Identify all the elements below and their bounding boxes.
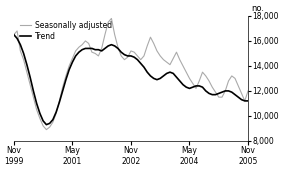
Seasonally adjusted (110, 17, 113, 19)
Trend (211, 94, 214, 96)
Seasonally adjusted (220, 96, 224, 98)
Trend (45, 124, 48, 126)
Seasonally adjusted (230, 75, 233, 77)
Trend (93, 49, 97, 51)
Seasonally adjusted (214, 91, 217, 93)
Seasonally adjusted (246, 90, 250, 92)
Trend (217, 92, 220, 94)
Trend (227, 90, 230, 92)
Seasonally adjusted (12, 34, 16, 36)
Trend (12, 34, 16, 36)
Seasonally adjusted (93, 52, 97, 54)
Text: no.: no. (251, 4, 264, 13)
Seasonally adjusted (45, 129, 48, 131)
Line: Seasonally adjusted: Seasonally adjusted (14, 18, 248, 130)
Seasonally adjusted (67, 65, 71, 67)
Seasonally adjusted (136, 55, 139, 57)
Trend (132, 56, 136, 58)
Trend (246, 100, 250, 102)
Line: Trend: Trend (14, 35, 248, 125)
Legend: Seasonally adjusted, Trend: Seasonally adjusted, Trend (20, 21, 112, 40)
Trend (67, 69, 71, 71)
